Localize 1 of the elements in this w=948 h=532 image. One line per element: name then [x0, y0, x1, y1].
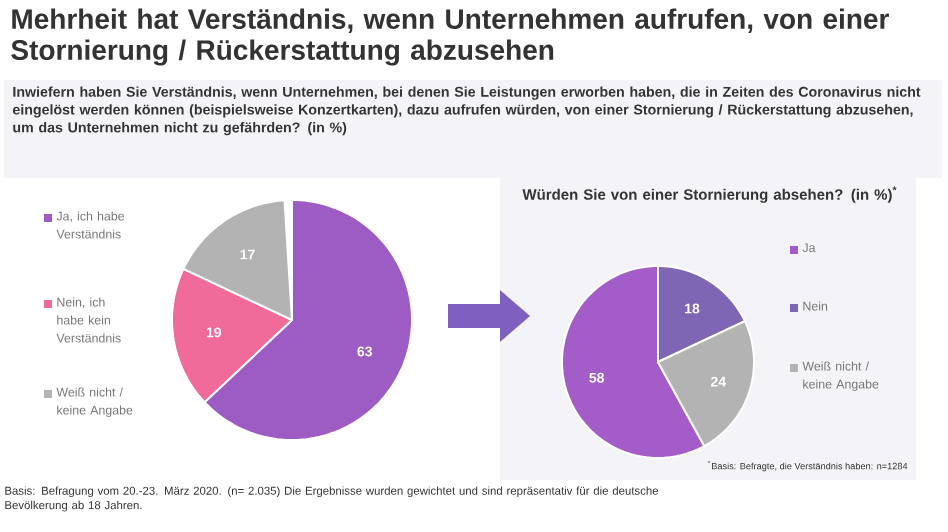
chart-title: Mehrheit hat Verständnis, wenn Unternehmen aufrufen, von einer Stornierung / Rückerstattung abzusehen: [11, 8, 889, 66]
